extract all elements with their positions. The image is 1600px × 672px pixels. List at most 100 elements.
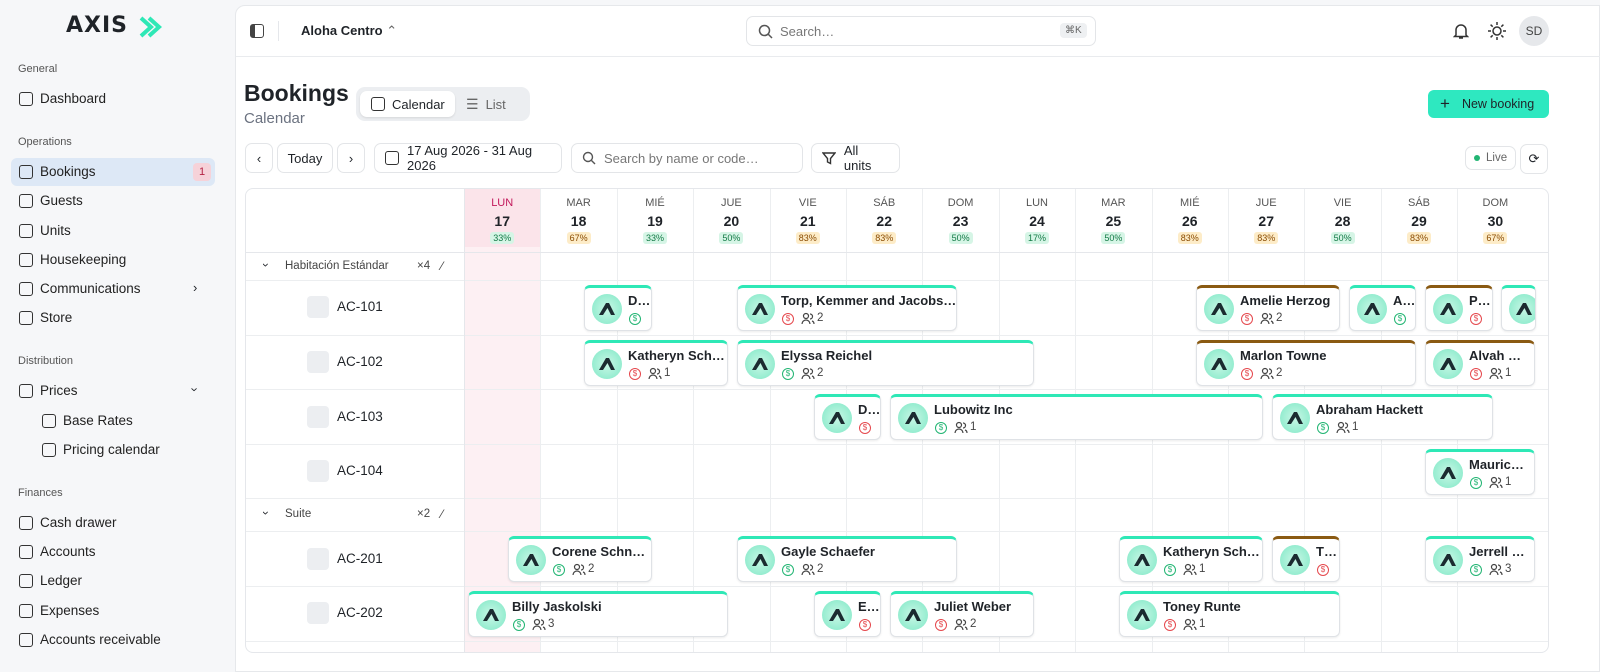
unit-name[interactable]: AC-101 bbox=[337, 299, 383, 315]
calendar: LUN 17 33% MAR 18 67% MIÉ 19 33% JUE 20 50% VIE 21 83%… bbox=[245, 188, 1549, 653]
group-action[interactable]: ⁄ bbox=[441, 258, 444, 273]
booking-card[interactable]: Corene Schn… $2 bbox=[508, 536, 652, 583]
unit-filter[interactable]: All units bbox=[811, 143, 900, 173]
booking-card[interactable]: Alvah … $1 bbox=[1425, 339, 1535, 386]
booking-card[interactable]: Lubowitz Inc $1 bbox=[890, 394, 1263, 441]
property-selector[interactable]: Aloha Centro ⌃ bbox=[301, 23, 398, 38]
guests-icon bbox=[648, 367, 662, 385]
payment-status: $ bbox=[1317, 422, 1329, 435]
nav-item[interactable]: Housekeeping bbox=[40, 251, 127, 267]
refresh-button[interactable]: ⟳ bbox=[1520, 144, 1548, 174]
guest-avatar bbox=[592, 348, 622, 379]
booking-card[interactable]: Jerrell … $3 bbox=[1425, 536, 1535, 583]
booking-card[interactable]: Marlon Towne $2 bbox=[1196, 339, 1416, 386]
group-name[interactable]: Suite bbox=[285, 507, 312, 520]
new-booking-button[interactable]: + New booking bbox=[1428, 90, 1549, 118]
booking-card[interactable]: Katheryn Sch… $1 bbox=[1119, 536, 1263, 583]
payment-status: $ bbox=[782, 564, 794, 577]
booking-card[interactable]: Elyssa Reichel $2 bbox=[737, 339, 1034, 386]
notifications[interactable] bbox=[1453, 22, 1469, 40]
payment-status: $ bbox=[1470, 476, 1482, 489]
nav-item[interactable]: Accounts receivable bbox=[40, 631, 161, 647]
payment-status: $ bbox=[513, 619, 525, 631]
theme-toggle[interactable] bbox=[1488, 22, 1506, 40]
group-name[interactable]: Habitación Estándar bbox=[285, 259, 389, 272]
nav-item[interactable]: Accounts bbox=[40, 544, 96, 560]
section-title: General bbox=[18, 63, 58, 75]
group-count: ×2 bbox=[417, 507, 431, 520]
day-number: 30 bbox=[1487, 213, 1504, 229]
nav-item[interactable]: Base Rates bbox=[63, 412, 133, 428]
nav-item[interactable]: Ledger bbox=[40, 573, 83, 589]
booking-card[interactable] bbox=[1501, 285, 1536, 331]
booking-card[interactable]: Abraham Hackett $1 bbox=[1272, 394, 1493, 441]
guest-count: 1 bbox=[970, 421, 977, 434]
nav-item[interactable]: Expenses bbox=[40, 602, 100, 618]
guest-avatar bbox=[1204, 294, 1234, 324]
booking-card[interactable]: Juliet Weber $2 bbox=[890, 591, 1034, 637]
nav-icon bbox=[19, 632, 33, 647]
nav-item[interactable]: Store bbox=[40, 310, 73, 326]
day-of-week: MIÉ bbox=[645, 197, 665, 209]
unit-icon bbox=[307, 405, 329, 428]
nav-item[interactable]: Bookings bbox=[40, 164, 96, 180]
booking-card[interactable]: D… $ bbox=[814, 394, 881, 441]
booking-card[interactable]: Toney Runte $1 bbox=[1119, 591, 1340, 637]
guest-count: 2 bbox=[1276, 312, 1283, 324]
tab-list[interactable]: ☰ List bbox=[466, 95, 506, 112]
unit-name[interactable]: AC-201 bbox=[337, 550, 383, 566]
prev-button[interactable]: ‹ bbox=[245, 143, 273, 173]
search-placeholder: Search… bbox=[780, 24, 835, 39]
guest-avatar bbox=[822, 403, 852, 434]
day-number: 18 bbox=[570, 213, 587, 229]
nav-item[interactable]: Communications bbox=[40, 281, 141, 296]
day-number: 26 bbox=[1182, 213, 1198, 229]
nav-icon bbox=[19, 545, 33, 560]
day-number: 19 bbox=[647, 213, 663, 229]
guest-avatar bbox=[898, 600, 928, 630]
payment-status: $ bbox=[1241, 313, 1253, 325]
day-of-week: MAR bbox=[566, 197, 591, 209]
nav-item[interactable]: Guests bbox=[40, 193, 83, 209]
payment-status: $ bbox=[629, 313, 641, 325]
nav-item[interactable]: Units bbox=[40, 222, 71, 238]
today-button[interactable]: Today bbox=[277, 143, 333, 173]
avatar[interactable]: SD bbox=[1519, 16, 1549, 46]
booking-card[interactable]: P… $ bbox=[1425, 285, 1493, 331]
row-line bbox=[246, 586, 1548, 587]
nav-item[interactable]: Pricing calendar bbox=[63, 441, 160, 457]
booking-card[interactable]: E… $ bbox=[814, 591, 881, 637]
guests-icon bbox=[1260, 312, 1274, 330]
next-button[interactable]: › bbox=[337, 143, 365, 173]
booking-card[interactable]: Katheryn Sch… $1 bbox=[584, 339, 728, 386]
booking-card[interactable]: Torp, Kemmer and Jacobs… $2 bbox=[737, 285, 957, 331]
tab-calendar[interactable]: Calendar bbox=[360, 91, 455, 117]
day-number: 21 bbox=[800, 213, 816, 229]
tab-label: Calendar bbox=[392, 96, 445, 112]
booking-card[interactable]: Gayle Schaefer $2 bbox=[737, 536, 957, 583]
booking-card[interactable]: A… $ bbox=[1349, 285, 1416, 331]
booking-card[interactable]: Billy Jaskolski $3 bbox=[468, 591, 728, 637]
date-range[interactable]: 17 Aug 2026 - 31 Aug 2026 bbox=[374, 143, 562, 173]
nav-item[interactable]: Prices bbox=[40, 383, 78, 399]
search-box[interactable]: Search… ⌘K bbox=[746, 16, 1096, 46]
column-line bbox=[769, 189, 771, 652]
booking-card[interactable]: Amelie Herzog $2 bbox=[1196, 285, 1340, 331]
nav-item[interactable]: Cash drawer bbox=[40, 515, 117, 530]
unit-name[interactable]: AC-104 bbox=[337, 463, 383, 479]
payment-status: $ bbox=[1470, 367, 1482, 380]
unit-name[interactable]: AC-202 bbox=[337, 605, 383, 621]
nav-item[interactable]: Dashboard bbox=[40, 91, 107, 106]
unit-icon bbox=[307, 296, 329, 319]
unit-name[interactable]: AC-102 bbox=[337, 353, 383, 369]
guest-avatar bbox=[1204, 348, 1234, 379]
sidebar-toggle[interactable] bbox=[250, 24, 264, 38]
group-action[interactable]: ⁄ bbox=[441, 506, 444, 521]
unit-name[interactable]: AC-103 bbox=[337, 408, 383, 424]
logo[interactable]: AXIS bbox=[66, 13, 129, 38]
booking-card[interactable]: Mauric… $1 bbox=[1425, 448, 1535, 495]
occupancy-badge: 17% bbox=[1025, 232, 1050, 244]
booking-card[interactable]: T… $ bbox=[1272, 536, 1340, 583]
booking-search[interactable]: Search by name or code… bbox=[571, 143, 803, 173]
booking-card[interactable]: D… $ bbox=[584, 285, 652, 331]
